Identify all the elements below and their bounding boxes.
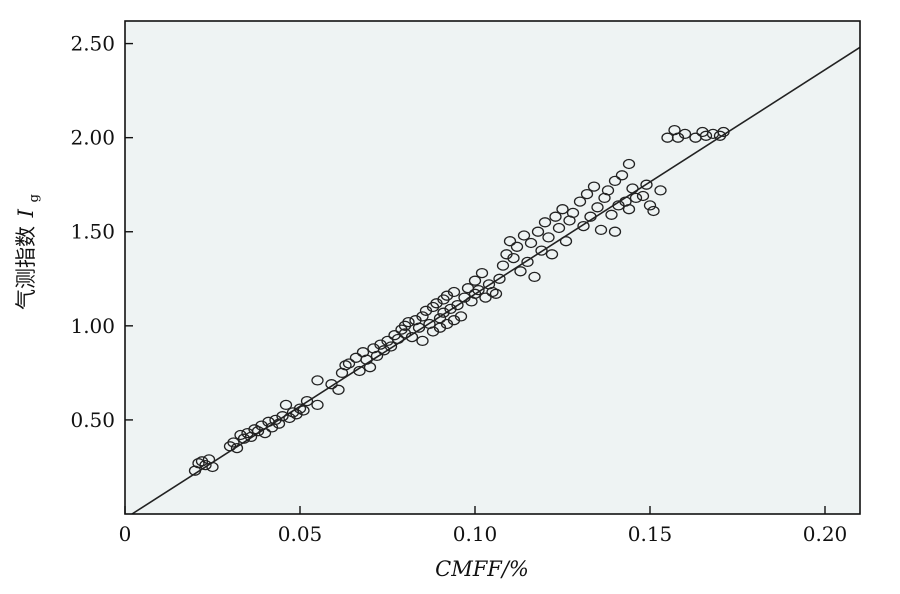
data-point [332,384,345,395]
data-point [454,311,468,322]
data-point [615,170,629,181]
y-axis-label-symbol: I [14,208,38,218]
y-axis-label-text: 气测指数 [14,226,38,310]
data-point [489,288,503,299]
data-point [279,399,293,411]
data-point [416,311,429,322]
data-point [517,230,531,241]
data-point [524,237,538,249]
x-tick-label: 0 [119,522,132,546]
data-point [363,362,377,373]
data-point [479,292,492,303]
data-point [496,260,510,271]
data-point [230,442,244,454]
data-point [647,205,660,217]
y-tick-label: 2.50 [70,32,115,56]
x-tick-label: 0.15 [628,522,673,546]
data-point [549,211,562,222]
data-point [587,181,601,192]
data-point [531,226,545,237]
data-point [594,224,608,236]
data-point [608,226,622,237]
data-point [580,188,594,200]
data-point [472,284,485,296]
data-point [601,185,615,196]
data-point [311,399,324,411]
data-point [447,286,461,298]
x-tick-label: 0.20 [803,522,848,546]
y-axis-label-subscript: g [27,194,42,202]
data-point [538,217,552,228]
data-point [573,196,587,207]
data-point [251,426,265,437]
data-point [622,204,636,215]
x-tick-label: 0.10 [453,522,498,546]
data-point [342,358,356,369]
data-point [325,379,338,390]
data-point [629,192,643,204]
data-point [192,458,205,469]
y-axis-label: 气测指数 I g [14,194,42,310]
data-point [451,299,464,311]
data-point [528,271,541,283]
data-point [384,341,398,352]
data-point [608,175,622,187]
x-axis: 0 0.05 0.10 0.15 0.20 [119,506,848,546]
data-point [510,241,524,252]
data-point [566,207,580,219]
data-point [643,200,657,211]
data-point [276,411,289,422]
x-tick-label: 0.05 [278,522,323,546]
plot-frame [124,20,861,515]
y-tick-label: 1.00 [70,314,115,338]
data-point [297,405,310,416]
data-point [640,179,653,190]
data-point [468,275,482,286]
data-point [591,202,604,213]
data-point [493,273,506,284]
data-point [503,236,517,247]
data-point [636,190,650,202]
data-point [521,256,534,268]
data-point [412,322,426,333]
data-point [293,403,307,414]
data-point [654,185,667,196]
data-point [678,128,692,140]
scatter-points [188,124,730,476]
data-point [535,245,548,256]
data-point [227,437,240,448]
data-point [556,204,569,215]
data-point [605,209,618,220]
data-point [416,335,429,347]
data-point [402,316,415,328]
data-point [370,350,384,362]
trend-line [131,46,861,515]
x-axis-label: CMFF/% [435,557,529,581]
data-point [300,395,314,407]
data-point [475,267,489,279]
y-tick-label: 0.50 [70,408,115,432]
data-point [542,232,555,243]
data-point [577,220,590,232]
data-point [622,158,636,170]
data-point [514,266,527,277]
y-tick-label: 1.50 [70,220,115,244]
data-point [545,249,559,260]
y-tick-label: 2.00 [70,126,115,150]
data-point [699,130,713,141]
data-point [507,252,520,264]
data-point [311,375,324,386]
plot-area [125,21,860,514]
y-axis: 0.50 1.00 1.50 2.00 2.50 [70,32,133,432]
data-point [199,459,212,471]
data-point [552,222,566,234]
